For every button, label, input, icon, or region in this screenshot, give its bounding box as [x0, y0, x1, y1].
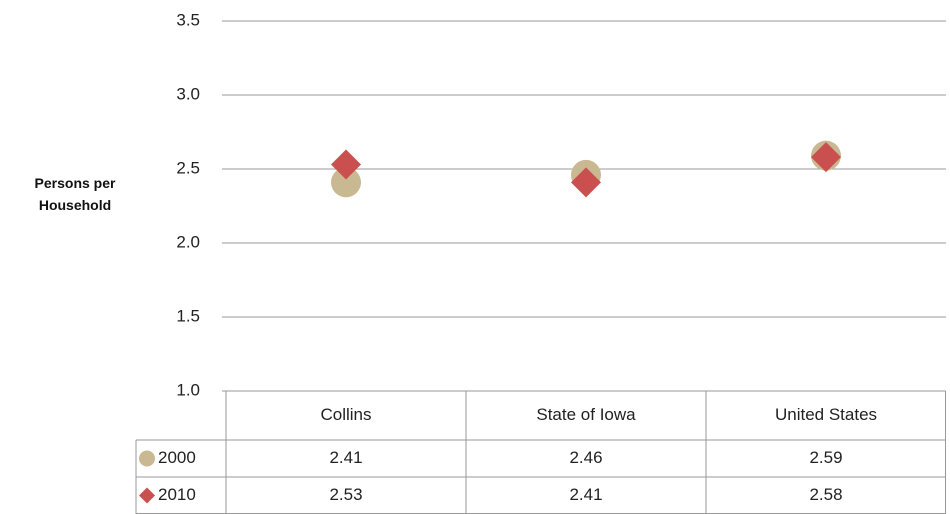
x-tick-label: Collins [320, 405, 371, 424]
y-tick-label: 1.0 [176, 380, 200, 399]
data-point [571, 167, 601, 198]
data-point [811, 142, 841, 173]
table-value: 2.53 [329, 485, 362, 504]
y-axis-label: Persons per Household [34, 175, 116, 213]
table-value: 2.59 [809, 448, 842, 467]
y-tick-label: 1.5 [176, 306, 200, 325]
data-point [331, 167, 361, 198]
y-tick-label: 2.0 [176, 232, 200, 251]
table-value: 2.58 [809, 485, 842, 504]
legend-label: 2010 [158, 485, 196, 504]
table-value: 2.41 [329, 448, 362, 467]
x-tick-label: State of Iowa [536, 405, 636, 424]
x-tick-label: United States [775, 405, 877, 424]
table-value: 2.41 [569, 485, 602, 504]
table-value: 2.46 [569, 448, 602, 467]
y-tick-label: 3.0 [176, 84, 200, 103]
legend-marker [139, 487, 155, 504]
data-point [331, 149, 361, 180]
y-tick-label: 3.5 [176, 10, 200, 29]
legend-label: 2000 [158, 448, 196, 467]
y-tick-label: 2.5 [176, 158, 200, 177]
legend-marker [139, 450, 155, 467]
